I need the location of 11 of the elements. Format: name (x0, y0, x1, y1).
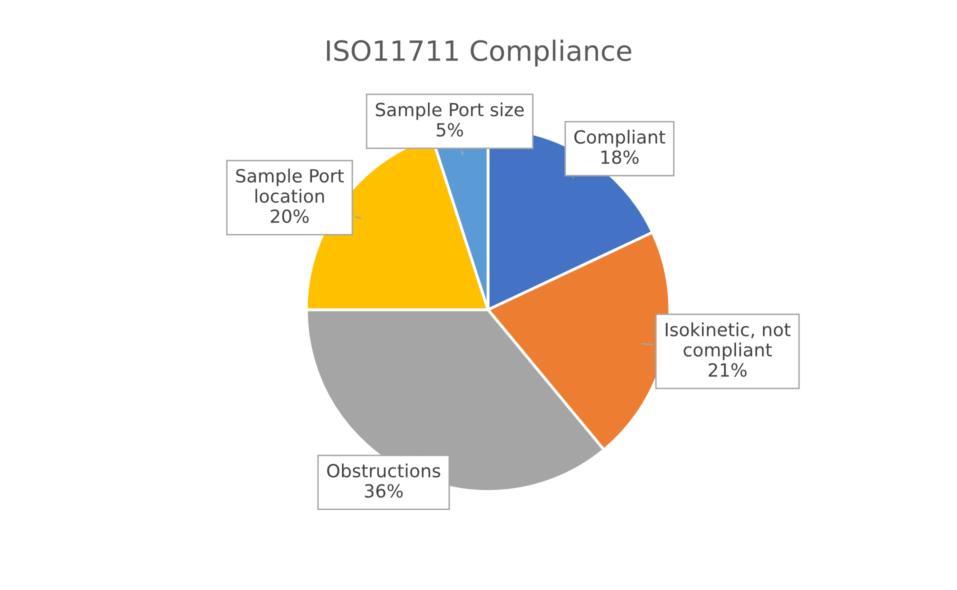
slice-label: Sample Port size (376, 102, 524, 120)
data-label: 5% (436, 122, 464, 137)
data-label: 21% (708, 363, 747, 377)
data-label: 20% (270, 209, 309, 224)
slice-label: Sample Port location (236, 168, 344, 203)
chart-title: ISO11711 Compliance (327, 40, 632, 67)
data-label: 18% (601, 150, 639, 164)
data-label: 36% (364, 484, 403, 498)
slice-label: Compliant (574, 130, 666, 148)
slice-label: Isokinetic, not compliant (666, 322, 790, 360)
slice-label: Obstructions (327, 464, 440, 478)
